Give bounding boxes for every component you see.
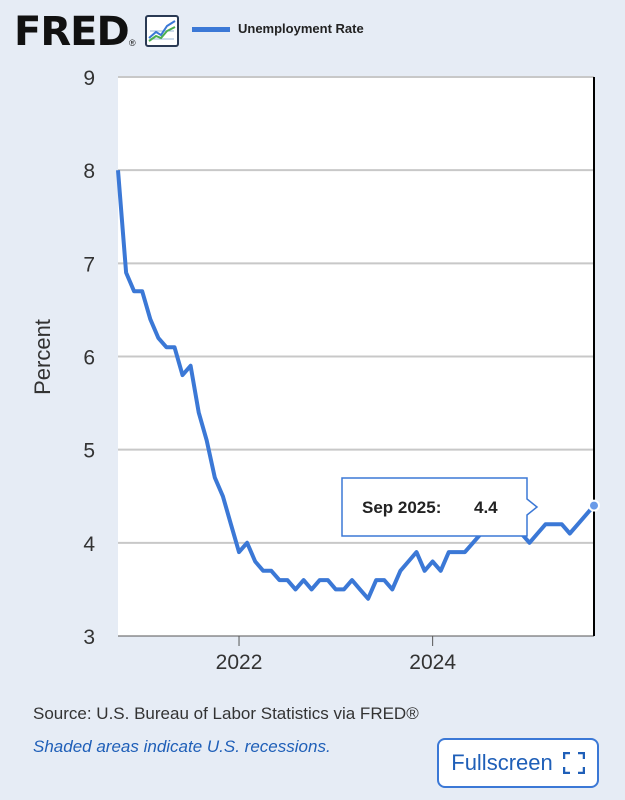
header: FRED ® Unemployment Rate: [0, 0, 625, 60]
source-note: Source: U.S. Bureau of Labor Statistics …: [33, 704, 419, 723]
tooltip-data-point: [588, 499, 600, 512]
expand-icon: [562, 752, 585, 774]
fred-logo[interactable]: FRED: [14, 9, 130, 55]
line-chart-icon: [145, 15, 179, 47]
y-tick-label: 3: [83, 626, 95, 649]
legend-label: Unemployment Rate: [238, 21, 364, 36]
y-tick-label: 8: [83, 160, 95, 183]
fred-registered-mark: ®: [129, 38, 136, 48]
y-tick-label: 7: [83, 253, 95, 276]
tooltip: Sep 2025: 4.4: [341, 477, 539, 537]
fullscreen-label: Fullscreen: [451, 750, 553, 775]
y-tick-label: 5: [83, 440, 95, 463]
x-tick-labels: 2022 2024: [216, 636, 456, 674]
tooltip-date: Sep 2025:: [362, 498, 441, 517]
legend-swatch: [192, 27, 230, 32]
grid-lines: [118, 76, 594, 544]
recession-note: Shaded areas indicate U.S. recessions.: [33, 737, 331, 756]
y-tick-labels: 3 4 5 6 7 8 9: [83, 67, 95, 649]
unemployment-chart[interactable]: 3 4 5 6 7 8 9 2022 2024 Percent Sep 2025: 4.4: [0, 0, 625, 700]
x-tick-label: 2022: [216, 651, 263, 674]
y-tick-label: 9: [83, 67, 95, 90]
y-tick-label: 6: [83, 347, 95, 370]
fullscreen-button[interactable]: Fullscreen: [437, 738, 599, 788]
x-tick-label: 2024: [409, 651, 456, 674]
tooltip-value: 4.4: [474, 498, 498, 517]
tooltip-box: [341, 477, 539, 537]
y-tick-label: 4: [83, 533, 95, 556]
y-axis-label: Percent: [30, 319, 55, 395]
